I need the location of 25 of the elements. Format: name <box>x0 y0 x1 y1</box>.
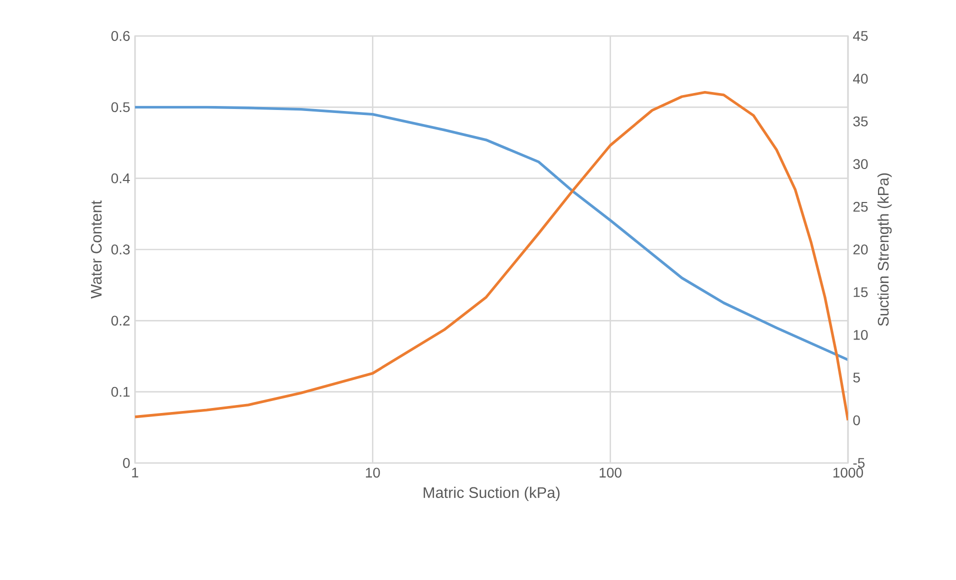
x-tick-label: 100 <box>600 468 622 478</box>
y2-tick-label: 15 <box>854 287 868 298</box>
y-tick-label: 0.2 <box>111 316 130 326</box>
y-tick-label: 0.6 <box>111 31 130 41</box>
y2-tick-label: 30 <box>853 159 868 170</box>
y2-tick-label: 0 <box>853 415 860 426</box>
y2-tick-label: 25 <box>853 202 868 212</box>
x-tick-label: 1000 <box>833 468 864 478</box>
x-tick-label: 1 <box>132 468 138 478</box>
y2-tick-label: 10 <box>854 330 868 340</box>
y2-tick-label: -5 <box>853 458 865 468</box>
y2-tick-label: 45 <box>853 31 868 41</box>
x-tick-label: 10 <box>366 468 380 478</box>
y-tick-label: 0.1 <box>111 386 130 397</box>
y2-tick-label: 5 <box>853 372 860 382</box>
x-axis-title: Matric Suction (kPa) <box>424 486 560 502</box>
y-tick-label: 0 <box>123 458 130 468</box>
y-tick-label: 0.5 <box>111 102 130 112</box>
y2-tick-label: 20 <box>853 244 868 254</box>
y2-tick-label: 35 <box>853 116 868 126</box>
y-axis-title: Water Content <box>90 200 102 299</box>
y2-tick-label: 40 <box>853 74 868 84</box>
y-tick-label: 0.3 <box>111 244 130 254</box>
y2-axis-title: Suction Strength (kPa) <box>877 173 892 326</box>
y-tick-label: 0.4 <box>111 173 130 184</box>
